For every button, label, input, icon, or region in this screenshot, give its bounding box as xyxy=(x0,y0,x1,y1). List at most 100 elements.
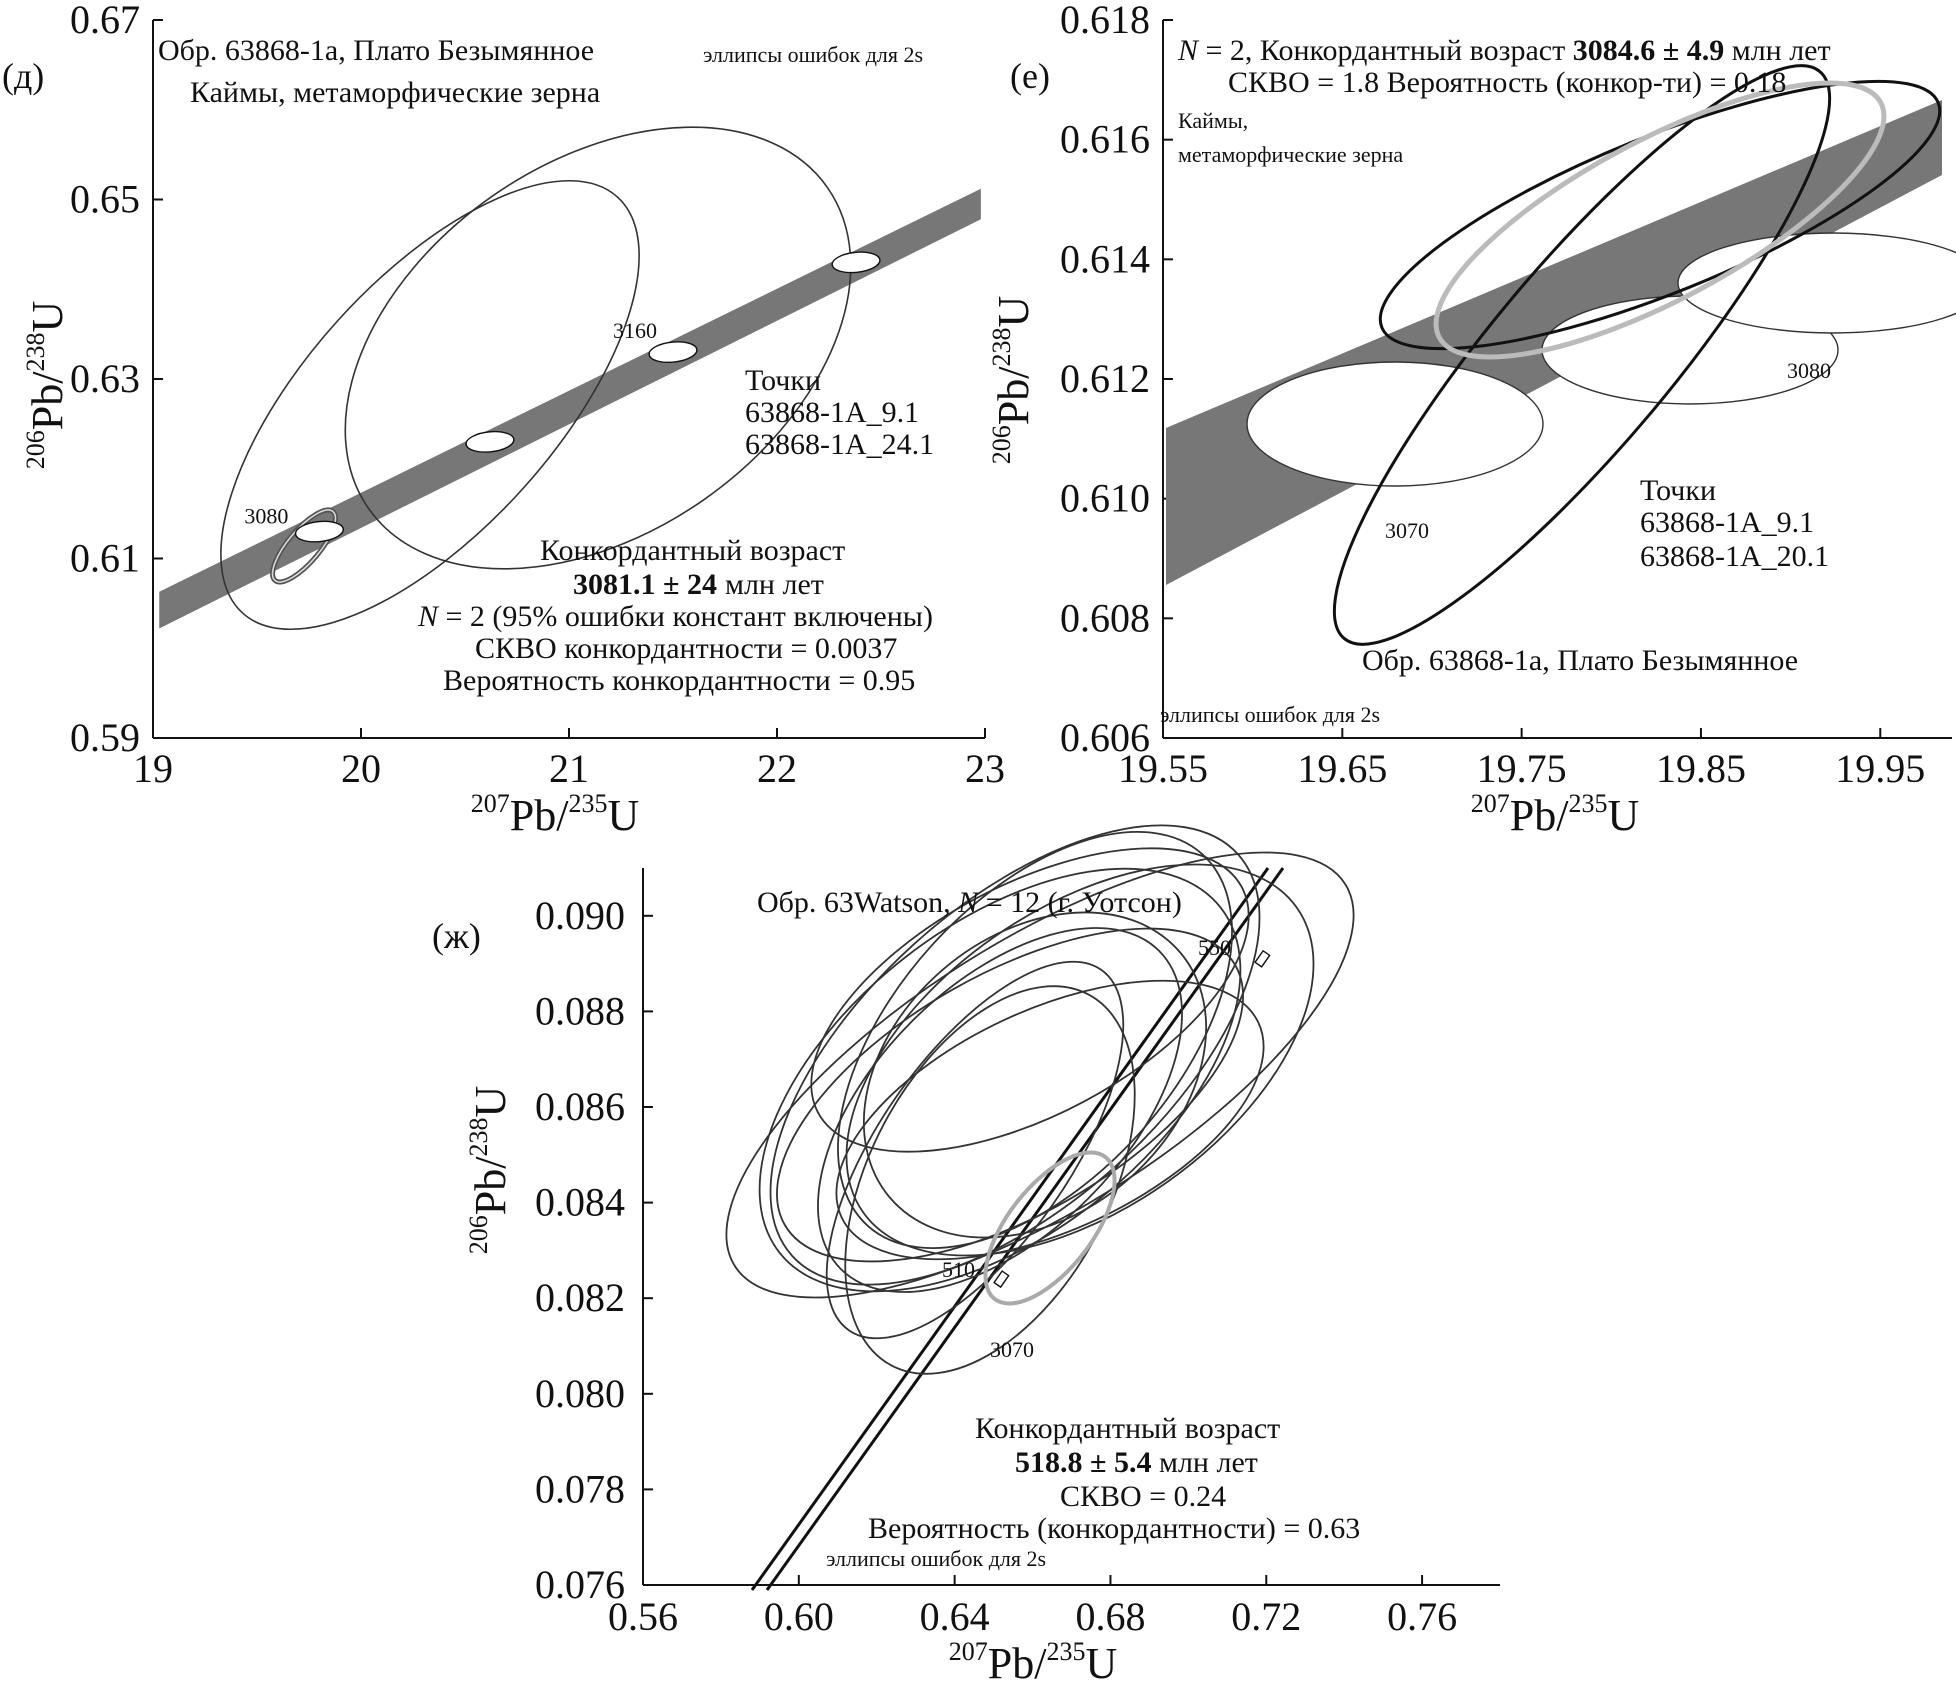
x-tick-label: 0.56 xyxy=(608,1594,678,1639)
panel-e-rims-2: метаморфические зерна xyxy=(1178,142,1403,167)
svg-text:207Pb/235U: 207Pb/235U xyxy=(471,789,639,840)
panel-e-rims-1: Каймы, xyxy=(1178,108,1248,133)
concordant-ellipse-inner xyxy=(271,509,337,583)
panel-e-ellipse-note: эллипсы ошибок для 2s xyxy=(1160,702,1380,727)
panel-d-title-2: Каймы, метаморфические зерна xyxy=(190,76,600,109)
x-tick-label: 19.75 xyxy=(1477,746,1567,791)
svg-text:207Pb/235U: 207Pb/235U xyxy=(949,1637,1117,1685)
error-ellipse xyxy=(220,179,640,631)
x-tick-label: 21 xyxy=(549,746,589,791)
x-tick-label: 19.65 xyxy=(1297,746,1387,791)
panel-zh-plot: 550 510 3070 xyxy=(725,824,1355,1591)
y-tick-label: 0.612 xyxy=(1060,356,1150,401)
error-ellipse xyxy=(825,960,1125,1340)
error-ellipse xyxy=(725,851,1355,1299)
y-tick-label: 0.63 xyxy=(70,356,140,401)
panel-zh-ticks: 0.56 0.60 0.64 0.68 0.72 0.76 0.076 0.078 0.080 0… xyxy=(535,893,1457,1639)
y-tick-label: 0.618 xyxy=(1060,0,1150,42)
error-ellipse xyxy=(845,863,1315,1257)
y-tick-label: 0.088 xyxy=(535,988,625,1033)
x-tick-label: 0.64 xyxy=(920,1594,990,1639)
panel-d-result-prob: Вероятность конкордантности = 0.95 xyxy=(443,664,915,697)
concordant-ellipse xyxy=(983,1150,1117,1306)
y-tick-label: 0.084 xyxy=(535,1180,625,1225)
panel-d-plot: 3080 3160 xyxy=(159,126,981,631)
svg-text:206Pb/238U: 206Pb/238U xyxy=(987,296,1038,464)
panel-d-result-n-text: = 2 (95% ошибки констант включены) xyxy=(438,600,933,633)
svg-text:207Pb/235U: 207Pb/235U xyxy=(1471,789,1639,840)
panel-d: (д) 19 20 21 22 230.590.610.630.650.67 30803… xyxy=(2,0,1005,840)
x-tick-label: 22 xyxy=(757,746,797,791)
x-tick-label: 19 xyxy=(133,746,173,791)
panel-d-result-unit: млн лет xyxy=(725,568,824,601)
error-ellipse xyxy=(810,847,1250,1153)
panel-zh-ylabel: 206Pb/238U xyxy=(464,1086,515,1254)
y-tick-label: 0.080 xyxy=(535,1371,625,1416)
panel-d-xlabel: 207Pb/235U xyxy=(471,789,639,840)
age-marker-label: 3070 xyxy=(1385,518,1429,543)
x-tick-label: 19.95 xyxy=(1835,746,1925,791)
panel-e-label: (е) xyxy=(1010,56,1050,96)
panel-zh-result-heading: Конкордантный возраст xyxy=(975,1412,1280,1445)
panel-zh-title: Обр. 63Watson, N = 12 (г. Уотсон) xyxy=(757,886,1182,919)
panel-d-ticks: 19 20 21 22 23 0.59 0.61 0.63 0.65 0.67 xyxy=(70,0,1005,791)
y-tick-label: 0.614 xyxy=(1060,236,1150,281)
panel-e-ticks: 19.55 19.65 19.75 19.85 19.95 0.606 0.608 0.610… xyxy=(1060,0,1925,791)
panel-d-result-age-line: 3081.1 ± 24 млн лет xyxy=(573,568,824,601)
panel-d-points-title: Точки xyxy=(745,364,821,397)
x-tick-label: 19.55 xyxy=(1118,746,1208,791)
age-marker-label: 3160 xyxy=(613,318,657,343)
age-marker-label: 510 xyxy=(942,1257,975,1282)
panel-e-header-2: СКВО = 1.8 Вероятность (конкор-ти) = 0.1… xyxy=(1228,66,1786,99)
x-tick-label: 0.72 xyxy=(1231,1594,1301,1639)
x-tick-label: 19.85 xyxy=(1656,746,1746,791)
panel-d-ylabel: 206Pb/238U xyxy=(21,301,72,469)
x-tick-label: 0.68 xyxy=(1075,1594,1145,1639)
age-marker xyxy=(1254,949,1271,968)
concordia-band xyxy=(159,188,981,629)
panel-d-result-mswd: СКВО конкордантности = 0.0037 xyxy=(475,632,897,665)
panel-e-header-1: N = 2, Конкордантный возраст 3084.6 ± 4.… xyxy=(1177,34,1831,67)
concordia-line xyxy=(765,867,1285,1591)
panel-e-ylabel: 206Pb/238U xyxy=(987,296,1038,464)
y-tick-label: 0.606 xyxy=(1060,715,1150,760)
error-ellipse xyxy=(837,831,1233,1249)
svg-text:206Pb/238U: 206Pb/238U xyxy=(464,1086,515,1254)
x-tick-label: 0.76 xyxy=(1387,1594,1457,1639)
panel-e-point-2: 63868-1A_20.1 xyxy=(1640,540,1829,573)
age-marker xyxy=(1677,232,1956,334)
panel-zh-result-mswd: СКВО = 0.24 xyxy=(1060,1480,1226,1513)
panel-d-result-age: 3081.1 ± 24 xyxy=(573,568,717,601)
panel-d-result-n-line: N = 2 (95% ошибки констант включены) xyxy=(417,600,933,633)
y-tick-label: 0.65 xyxy=(70,177,140,222)
panel-e-points-title: Точки xyxy=(1640,474,1716,507)
x-tick-label: 20 xyxy=(341,746,381,791)
panel-e-plot: 3070 3080 xyxy=(1166,64,1956,646)
error-ellipse xyxy=(835,979,1265,1261)
y-tick-label: 0.090 xyxy=(535,893,625,938)
x-tick-label: 0.60 xyxy=(764,1594,834,1639)
panel-e-sample: Обр. 63868-1а, Плато Безымянное xyxy=(1362,644,1798,677)
age-marker-label: 3080 xyxy=(244,504,288,529)
error-ellipse xyxy=(344,126,852,570)
error-ellipse xyxy=(862,911,1208,1239)
error-ellipse xyxy=(758,867,1242,1293)
panel-d-label: (д) xyxy=(2,56,44,96)
age-marker xyxy=(294,520,344,543)
y-tick-label: 0.67 xyxy=(70,0,140,42)
age-marker xyxy=(831,251,881,274)
panel-zh-label: (ж) xyxy=(432,916,481,956)
panel-d-result-n-label: N xyxy=(417,600,440,633)
panel-d-result-heading: Конкордантный возраст xyxy=(540,534,845,567)
y-tick-label: 0.082 xyxy=(535,1275,625,1320)
panel-d-ellipse-note: эллипсы ошибок для 2s xyxy=(703,42,923,67)
y-tick-label: 0.076 xyxy=(535,1562,625,1607)
y-tick-label: 0.59 xyxy=(70,715,140,760)
error-ellipse xyxy=(769,824,1261,1286)
panel-e: (е) 19.55 19.65 19.75 19.85 19.95 0.606 0.608 0… xyxy=(987,0,1956,840)
concordant-ellipse xyxy=(1433,80,1887,360)
y-tick-label: 0.610 xyxy=(1060,476,1150,521)
panel-d-point-1: 63868-1A_9.1 xyxy=(745,396,919,429)
